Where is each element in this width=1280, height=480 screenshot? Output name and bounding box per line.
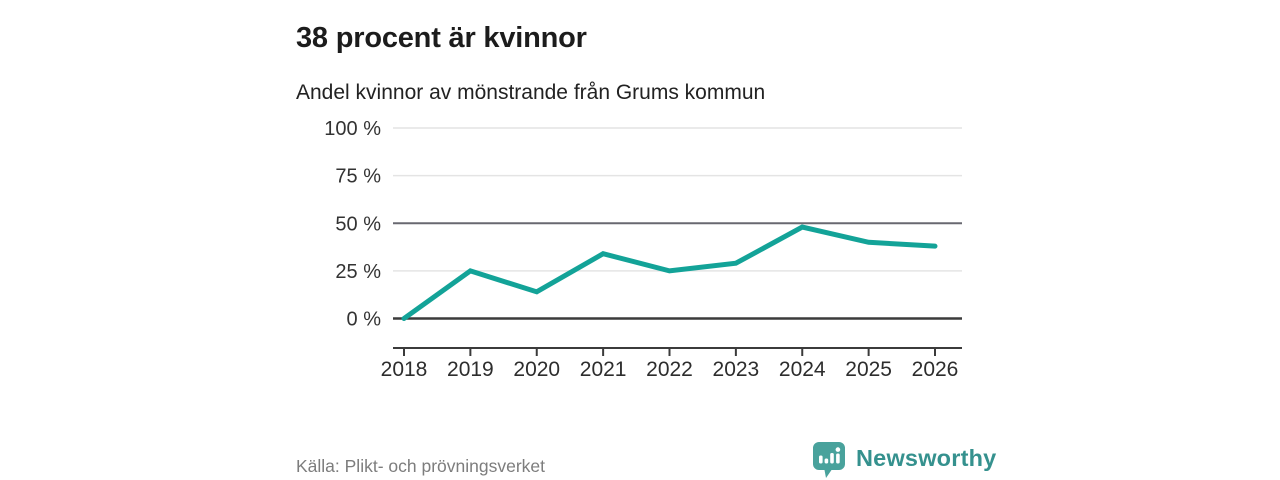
page-title: 38 procent är kvinnor <box>296 22 587 55</box>
source-attribution: Källa: Plikt- och prövningsverket <box>296 456 545 476</box>
newsworthy-wordmark: Newsworthy <box>856 444 997 471</box>
newsworthy-logo-icon <box>813 442 845 478</box>
newsworthy-logo: Newsworthy <box>812 441 996 479</box>
x-tick-label: 2018 <box>381 358 428 381</box>
data-line-andel-kvinnor <box>401 224 938 321</box>
x-tick-label: 2021 <box>580 358 627 381</box>
y-tick-label: 75 % <box>335 166 381 188</box>
x-tick-label: 2024 <box>779 358 826 381</box>
y-tick-label: 50 % <box>335 213 381 235</box>
x-tick-label: 2025 <box>845 358 892 381</box>
chart-subtitle: Andel kvinnor av mönstrande från Grums k… <box>296 81 766 104</box>
bar-chart-glyph <box>819 447 841 464</box>
y-tick-label: 0 % <box>347 309 382 331</box>
x-tick-label: 2023 <box>713 358 760 381</box>
x-tick-label: 2022 <box>646 358 693 381</box>
speech-bubble-shape <box>813 442 845 478</box>
y-tick-label: 25 % <box>335 261 381 283</box>
x-tick-label: 2020 <box>513 358 560 381</box>
x-tick-label: 2026 <box>912 358 959 381</box>
x-tick-label: 2019 <box>447 358 494 381</box>
y-tick-label: 100 % <box>324 118 381 140</box>
